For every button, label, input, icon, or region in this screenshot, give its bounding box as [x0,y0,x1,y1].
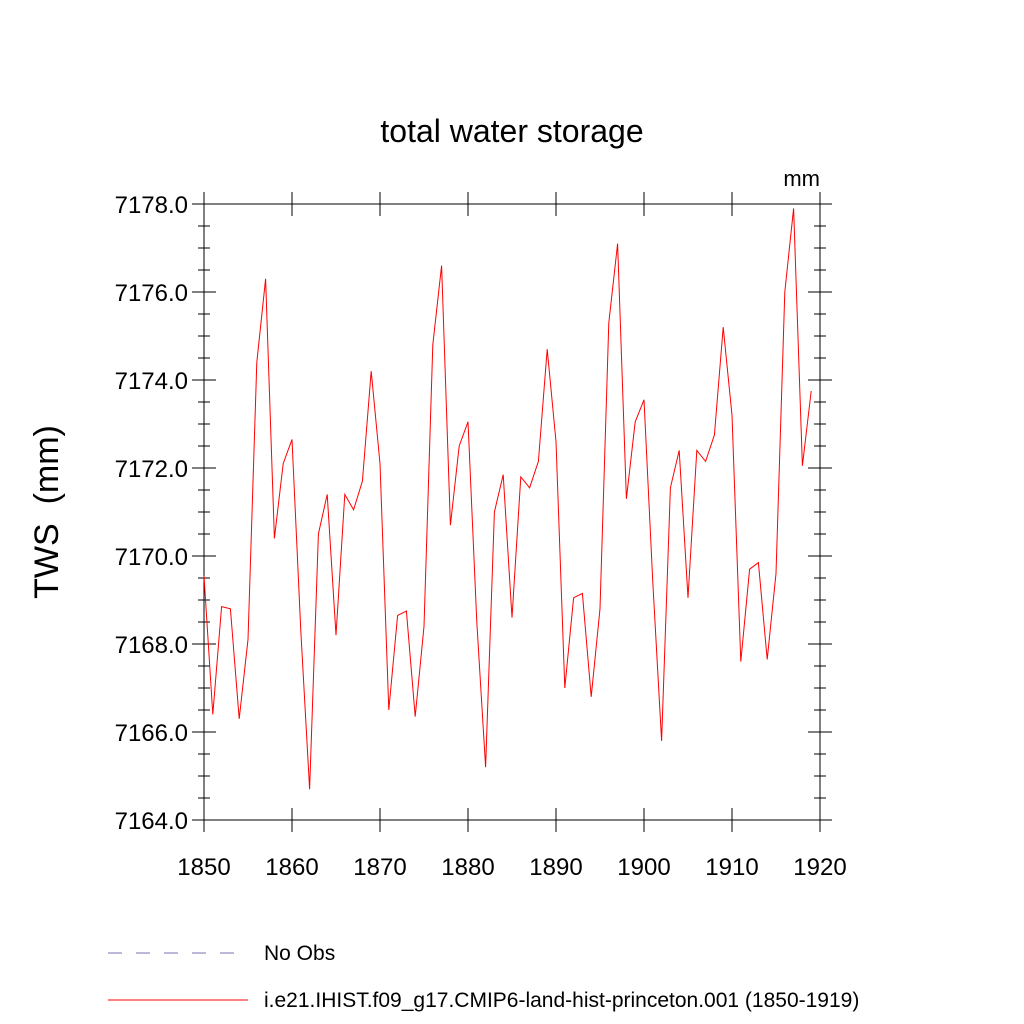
legend-label-model: i.e21.IHIST.f09_g17.CMIP6-land-hist-prin… [264,989,859,1012]
x-tick-label: 1850 [177,854,230,881]
x-tick-label: 1870 [353,854,406,881]
legend-label-no-obs: No Obs [264,942,335,965]
y-tick-label: 7168.0 [115,632,188,659]
chart-title: total water storage [380,113,643,149]
x-tick-label: 1880 [441,854,494,881]
x-tick-label: 1860 [265,854,318,881]
x-tick-label: 1890 [529,854,582,881]
y-tick-label: 7166.0 [115,720,188,747]
series-line [203,208,812,790]
y-tick-label: 7164.0 [115,808,188,835]
x-tick-label: 1920 [793,854,846,881]
units-label: mm [783,166,820,191]
y-tick-label: 7176.0 [115,280,188,307]
plot-frame [203,203,821,821]
x-tick-label: 1900 [617,854,670,881]
y-tick-labels: 7164.0 7166.0 7168.0 7170.0 7172.0 7174.0 7176… [115,192,188,835]
x-tick-labels: 1850 1860 1870 1880 1890 1900 1910 1920 [177,854,846,881]
y-axis-label: TWS (mm) [28,425,66,599]
legend: No Obs i.e21.IHIST.f09_g17.CMIP6-land-hi… [108,942,859,1012]
series-layer [203,208,812,790]
y-tick-label: 7170.0 [115,544,188,571]
y-tick-label: 7178.0 [115,192,188,219]
y-tick-label: 7172.0 [115,456,188,483]
y-tick-label: 7174.0 [115,368,188,395]
axis-ticks [192,192,832,832]
x-tick-label: 1910 [705,854,758,881]
